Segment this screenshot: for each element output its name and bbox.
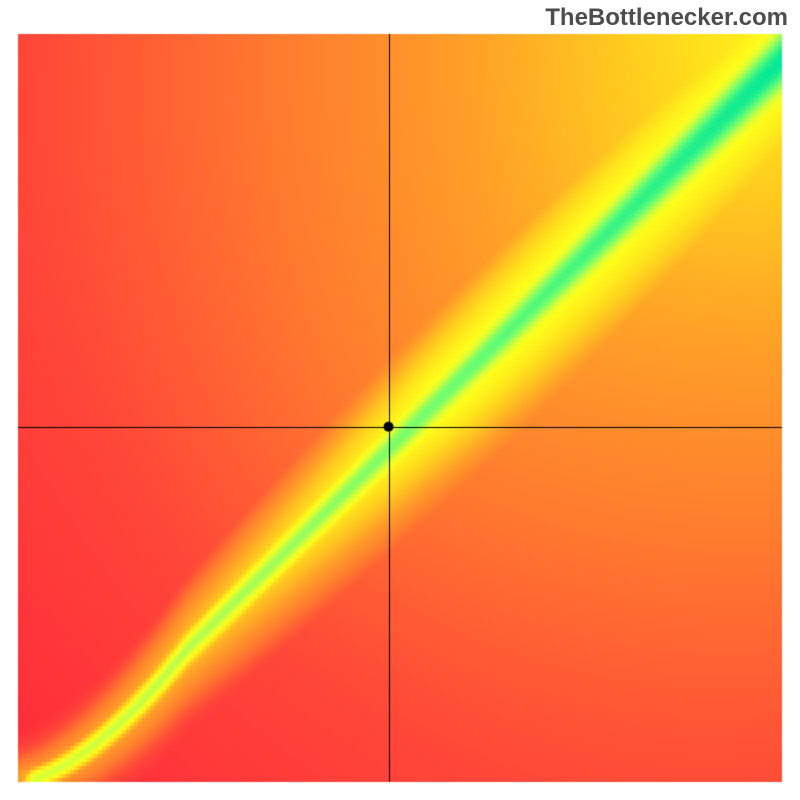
watermark-text: TheBottlenecker.com (545, 4, 788, 32)
bottleneck-heatmap-container: TheBottlenecker.com (0, 0, 800, 800)
heatmap-canvas (0, 0, 800, 800)
